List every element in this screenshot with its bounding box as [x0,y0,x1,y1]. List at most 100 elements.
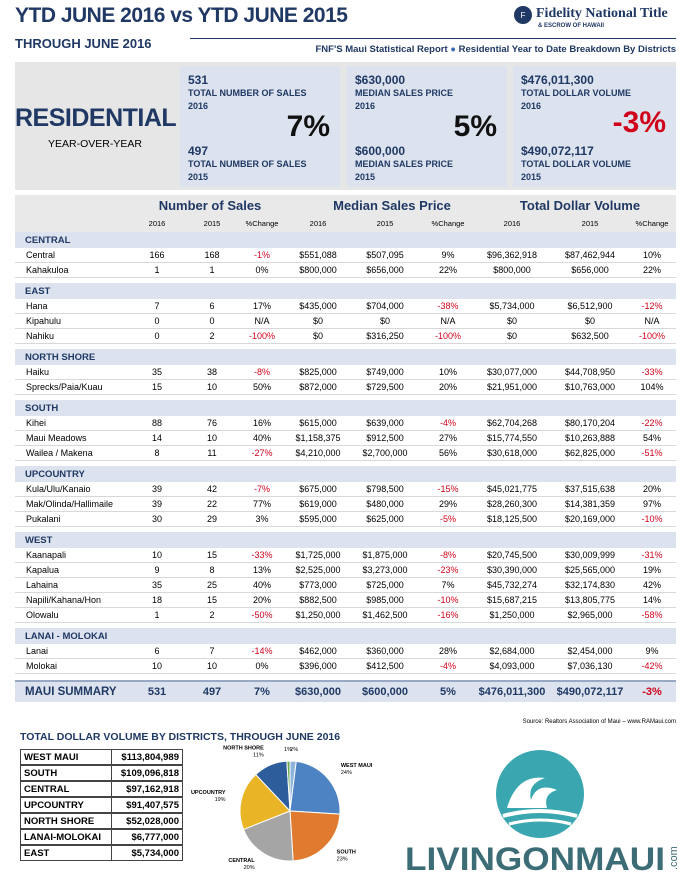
pie-value: 20% [244,865,255,871]
column-header: 2015 [376,219,394,228]
cell: $10,763,000 [564,382,616,392]
cell: 8 [209,565,215,575]
pie-slice [239,773,291,831]
cell: $62,825,000 [564,448,616,458]
section-header: SOUTH [15,400,676,416]
cell: $45,732,274 [486,580,538,590]
cell: $360,000 [366,646,404,656]
cell: -100% [434,331,462,341]
cell: $507,095 [366,250,404,260]
cell: $462,000 [299,646,337,656]
box-label: TOTAL NUMBER OF SALES [188,88,307,98]
cell: -58% [641,610,663,620]
cell: 168 [204,250,220,260]
table-row: Mak/Olinda/Hallimaile 39 22 77% $619,000 $480… [15,497,676,512]
pie-value: 23% [337,856,348,862]
row-name: Kipahulu [26,316,62,326]
group-header: Median Sales Price [333,198,451,213]
district-name: NORTH SHORE [24,816,95,827]
row-name: Nahiku [26,331,55,341]
cell: -5% [439,514,457,524]
box-year: 2016 [188,101,209,111]
section-header: NORTH SHORE [15,349,676,365]
cell: 0 [209,316,215,326]
district-value: $6,777,000 [131,832,179,843]
cell: $0 [506,331,518,341]
cell: 10 [151,661,163,671]
cell: 15 [206,595,218,605]
cell: $96,362,918 [486,250,538,260]
district-row: CENTRAL $97,162,918 [20,781,183,797]
cell: $825,000 [299,367,337,377]
district-divider [111,750,112,764]
cell: $725,000 [366,580,404,590]
cell: $704,000 [366,301,404,311]
cell: 76 [206,418,218,428]
section-header: EAST [15,283,676,299]
box-label: TOTAL DOLLAR VOLUME [521,159,631,169]
cell: $632,500 [571,331,609,341]
cell: 10 [151,550,163,560]
row-name: Kaanapali [26,550,67,560]
section-name: WEST [25,535,53,546]
cell: 38 [206,367,218,377]
cell: 35 [151,580,163,590]
logo-line [508,818,572,826]
cell: -8% [439,550,457,560]
cell: -10% [437,595,459,605]
cell: 14 [151,433,163,443]
cell: $2,700,000 [362,448,408,458]
cell: 39 [151,484,163,494]
district-row: LANAI-MOLOKAI $6,777,000 [20,829,183,845]
cell: 77% [252,499,272,509]
cell: $0 [506,316,518,326]
column-header: %Change [245,219,279,228]
cell: $87,462,944 [564,250,616,260]
cell: $2,454,000 [567,646,613,656]
group-header: Total Dollar Volume [519,198,641,213]
cell: 10 [206,433,218,443]
cell: $1,250,000 [295,610,341,620]
cell: $32,174,830 [564,580,616,590]
cell: 9% [441,250,455,260]
cell: 15 [206,550,218,560]
cell: $619,000 [299,499,337,509]
cell: 56% [438,448,458,458]
district-name: WEST MAUI [24,752,79,763]
box-year: 2016 [355,101,376,111]
logo: LIVINGONMAUI .com [405,750,680,877]
cell: $800,000 [299,265,337,275]
cell: $625,000 [366,514,404,524]
district-value: $52,028,000 [126,816,179,827]
cell: 22% [438,265,458,275]
district-divider [111,830,112,844]
cell: 97% [642,499,662,509]
cell: 30 [151,514,163,524]
row-name: Kula/Ulu/Kanaio [26,484,91,494]
column-header: 2015 [581,219,599,228]
section-header: WEST [15,532,676,548]
cell: $80,170,204 [564,418,616,428]
section-name: CENTRAL [25,235,71,246]
district-value: $97,162,918 [126,784,179,795]
section-name: UPCOUNTRY [25,469,85,480]
cell: $20,169,000 [564,514,616,524]
cell: -10% [641,514,663,524]
box-value: $600,000 [355,144,406,158]
summary-cell: 7% [254,686,270,698]
summary-cell: 497 [202,686,222,698]
box-label: MEDIAN SALES PRICE [355,159,454,169]
subtitle: THROUGH JUNE 2016 [15,36,152,51]
district-name: SOUTH [24,768,58,779]
cell: $30,390,000 [486,565,538,575]
cell: 9% [645,646,659,656]
cell: -33% [251,550,273,560]
district-divider [111,782,112,796]
cell: 18 [151,595,163,605]
cell: 166 [149,250,165,260]
row-name: Napili/Kahana/Hon [26,595,102,605]
rule [190,38,676,39]
row-name: Mak/Olinda/Hallimaile [26,499,114,509]
cell: $435,000 [299,301,337,311]
pie-label: UPCOUNTRY [191,790,226,796]
